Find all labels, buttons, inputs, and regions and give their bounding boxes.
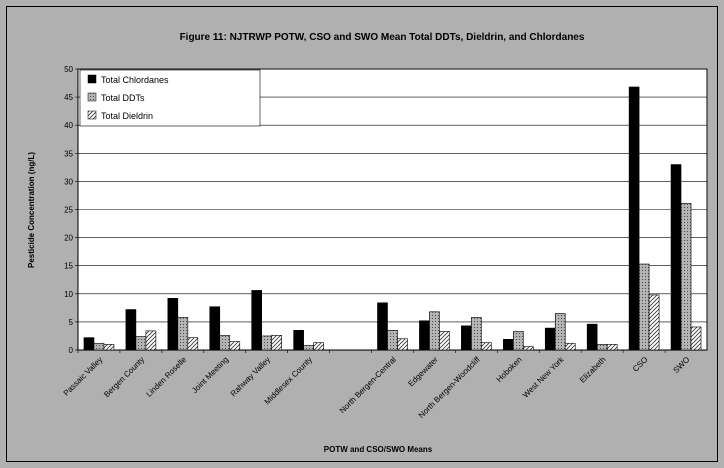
bar bbox=[586, 323, 598, 351]
bar bbox=[419, 320, 430, 351]
legend-label-ddts: Total DDTs bbox=[101, 93, 145, 103]
bar bbox=[429, 311, 440, 351]
legend: Total Chlordanes Total DDTs Total Dieldr… bbox=[79, 69, 261, 127]
bar bbox=[680, 203, 692, 351]
bar bbox=[628, 86, 640, 351]
x-tick-label: CSO bbox=[631, 355, 650, 374]
bar bbox=[125, 309, 137, 351]
bar bbox=[293, 330, 304, 351]
x-tick-label: Elizabeth bbox=[578, 355, 608, 385]
x-tick-label: SWO bbox=[672, 355, 692, 375]
bar bbox=[103, 344, 115, 351]
y-tick-label: 0 bbox=[69, 346, 74, 355]
bar bbox=[303, 345, 314, 351]
x-tick-label: Joint Meeting bbox=[190, 355, 230, 395]
bar bbox=[251, 290, 262, 351]
bar bbox=[135, 336, 147, 351]
legend-swatch-chlordanes bbox=[87, 74, 97, 84]
bars bbox=[83, 86, 702, 351]
bar bbox=[439, 331, 450, 351]
x-tick-label: Edgewater bbox=[406, 355, 440, 389]
bar bbox=[606, 344, 618, 351]
legend-label-dieldrin: Total Dieldrin bbox=[101, 111, 153, 121]
bar bbox=[648, 294, 660, 351]
x-axis-label: POTW and CSO/SWO Means bbox=[324, 445, 433, 454]
x-tick-label: North Bergen-Central bbox=[338, 355, 398, 415]
y-tick-label: 40 bbox=[64, 121, 73, 130]
legend-swatch-ddts bbox=[87, 92, 97, 102]
x-tick-label: West New York bbox=[521, 354, 566, 399]
bar bbox=[261, 335, 273, 351]
bar bbox=[471, 317, 482, 351]
y-tick-label: 35 bbox=[64, 149, 73, 158]
y-axis-ticks: 0 5 10 15 20 25 30 35 40 45 50 bbox=[64, 65, 78, 355]
legend-swatch-dieldrin bbox=[87, 110, 97, 120]
bar bbox=[481, 342, 492, 351]
legend-box bbox=[79, 69, 261, 127]
x-tick-label: Passaic Valley bbox=[62, 355, 105, 398]
chart-frame bbox=[6, 6, 718, 462]
bar bbox=[209, 306, 221, 351]
bar bbox=[271, 335, 283, 351]
y-tick-label: 45 bbox=[64, 93, 73, 102]
bar bbox=[461, 325, 472, 351]
bar bbox=[596, 344, 608, 351]
bar bbox=[145, 330, 157, 351]
bar bbox=[544, 327, 556, 351]
bar bbox=[554, 313, 566, 351]
y-tick-label: 50 bbox=[64, 65, 73, 74]
bar bbox=[187, 337, 199, 351]
bar bbox=[638, 263, 650, 351]
bar bbox=[502, 339, 514, 351]
chart-title: Figure 11: NJTRWP POTW, CSO and SWO Mean… bbox=[180, 32, 585, 43]
bar bbox=[690, 326, 702, 351]
x-tick-label: Bergen County bbox=[102, 355, 146, 399]
bar bbox=[564, 342, 576, 351]
y-tick-label: 20 bbox=[64, 234, 73, 243]
x-tick-label: Linden Roselle bbox=[144, 355, 188, 399]
y-tick-label: 5 bbox=[69, 318, 74, 327]
bar bbox=[83, 337, 95, 351]
y-axis-label: Pesticide Concentration (ng/L) bbox=[27, 152, 36, 268]
bar bbox=[522, 346, 534, 351]
bar bbox=[377, 302, 388, 351]
y-tick-label: 15 bbox=[64, 262, 73, 271]
bar bbox=[313, 342, 324, 351]
x-tick-label: Rahway Valley bbox=[229, 355, 272, 398]
bar bbox=[219, 335, 231, 351]
legend-label-chlordanes: Total Chlordanes bbox=[101, 75, 169, 85]
bar bbox=[93, 342, 105, 351]
bar bbox=[167, 297, 179, 351]
bar bbox=[670, 164, 682, 351]
y-tick-label: 25 bbox=[64, 206, 73, 215]
y-tick-label: 30 bbox=[64, 177, 73, 186]
x-tick-label: Hoboken bbox=[495, 355, 524, 384]
bar bbox=[387, 330, 398, 351]
y-tick-label: 10 bbox=[64, 290, 73, 299]
bar bbox=[512, 331, 524, 351]
bar bbox=[229, 341, 241, 351]
bar bbox=[397, 338, 408, 351]
bar bbox=[177, 317, 189, 351]
